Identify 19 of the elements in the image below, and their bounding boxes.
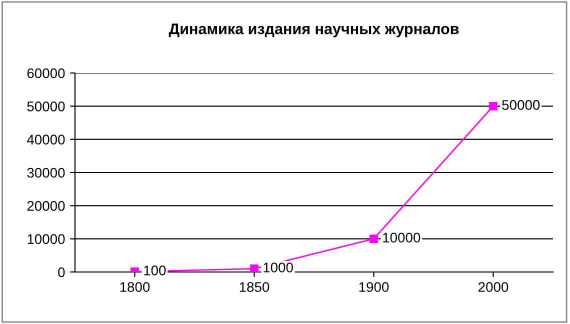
data-label: 1000 [264,262,293,272]
data-label: 50000 [502,100,540,110]
y-tick-label: 50000 [27,102,65,112]
chart-title: Динамика издания научных журналов [168,24,459,38]
x-tick-label: 2000 [478,282,508,292]
y-tick-label: 0 [58,267,65,278]
y-tick-label: 40000 [26,134,65,145]
point [489,102,498,110]
y-tick-label: 30000 [27,168,65,178]
point [370,234,378,243]
y-tick-label: 10000 [28,234,65,244]
x-tick-label: 1850 [240,282,270,292]
y-tick-label: 60000 [27,68,65,78]
y-tick-label: 20000 [27,201,65,211]
x-tick-label: 1800 [120,282,150,292]
x-tick-label: 1900 [359,282,389,292]
data-label: 10000 [383,232,420,243]
point [250,264,258,272]
data-label: 100 [144,266,166,276]
